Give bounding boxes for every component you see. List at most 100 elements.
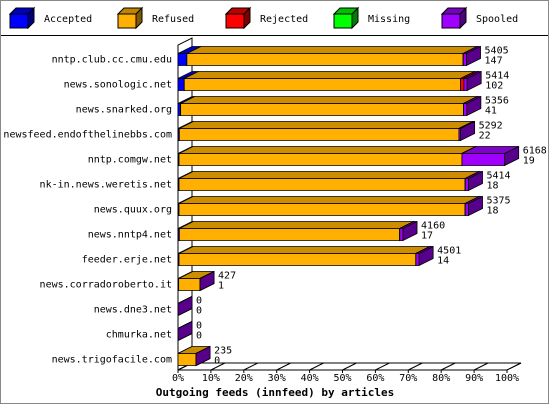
value-label: 1	[218, 281, 224, 292]
bar-front	[463, 103, 468, 116]
bar-segment	[178, 120, 474, 142]
bar-segment	[399, 220, 418, 242]
bar-segment	[463, 70, 482, 92]
value-label: 19	[523, 156, 535, 167]
legend-label: Missing	[368, 14, 410, 25]
y-tick-label: news.quux.org	[94, 205, 172, 216]
bar-top	[178, 246, 431, 254]
y-tick-label: news.sonologic.net	[64, 80, 172, 91]
legend-label: Spooled	[476, 14, 518, 25]
x-tick-label: 10%	[202, 373, 220, 384]
x-tick	[473, 362, 489, 371]
chart-title: Outgoing feeds (innfeed) by articles	[156, 386, 394, 399]
value-label: 0	[196, 321, 202, 332]
legend-swatch	[9, 13, 29, 29]
bar-front	[415, 253, 420, 266]
y-tick-label: news.dne3.net	[94, 305, 172, 316]
x-tick-label: 90%	[465, 373, 483, 384]
bar-top	[179, 121, 474, 129]
bar-segment	[195, 345, 211, 367]
x-tick	[408, 362, 423, 371]
x-tick-label: 30%	[268, 373, 286, 384]
bar-segment	[464, 170, 483, 192]
x-tick-label: 40%	[301, 373, 319, 384]
bar-front	[178, 253, 417, 266]
x-tick	[440, 362, 456, 371]
value-label: 5414	[487, 171, 511, 182]
legend-label: Rejected	[260, 14, 308, 25]
bar-front	[178, 278, 201, 291]
value-label: 41	[485, 106, 497, 117]
bar-top	[178, 196, 480, 204]
bar-segment	[458, 120, 476, 142]
value-label: 5405	[485, 46, 509, 57]
bar-segment	[199, 270, 215, 292]
bar-side	[468, 170, 483, 192]
y-tick-label: nk-in.news.weretis.net	[40, 180, 172, 191]
legend-item: Spooled	[440, 6, 518, 30]
value-label: 102	[485, 81, 503, 92]
legend-swatch	[333, 13, 353, 29]
legend-swatch-side	[243, 6, 251, 30]
bar-top	[184, 71, 475, 79]
x-tick	[243, 362, 259, 371]
x-tick-label: 0%	[172, 373, 184, 384]
bar-segment	[415, 245, 434, 267]
bar-segment	[178, 245, 431, 267]
x-tick-label: 70%	[399, 373, 417, 384]
x-tick-label: 60%	[366, 373, 384, 384]
bar-segment	[177, 295, 193, 317]
bar-front	[178, 203, 466, 216]
bar-segment	[178, 170, 480, 192]
bar-front	[463, 78, 468, 91]
bar-segment	[183, 70, 476, 92]
legend-label: Accepted	[44, 14, 92, 25]
legend-item: Rejected	[224, 6, 308, 30]
value-label: 0	[196, 296, 202, 307]
value-label: 0	[196, 331, 202, 342]
bar-segment	[462, 45, 481, 67]
bar-front	[178, 228, 401, 241]
bar-segment	[177, 320, 193, 342]
bar-side	[466, 70, 482, 92]
y-tick-label: news.trigofacile.com	[52, 355, 172, 366]
bar-top	[180, 96, 478, 104]
bar-side	[177, 320, 193, 342]
bar-front	[177, 53, 188, 66]
bar-segment	[463, 95, 482, 117]
legend-swatch-side	[27, 6, 35, 30]
bar-front	[460, 78, 465, 91]
bar-side	[460, 120, 476, 142]
bar-front	[177, 78, 185, 91]
legend-swatch-side	[459, 6, 467, 30]
bar-side	[466, 45, 481, 67]
bar-top	[179, 221, 414, 229]
bar-front	[177, 353, 197, 366]
legend-swatch-side	[351, 6, 359, 30]
x-tick-label: 50%	[333, 373, 351, 384]
x-tick-label: 100%	[495, 373, 519, 384]
value-label: 427	[218, 271, 236, 282]
bar-side	[402, 220, 418, 242]
bar-side	[466, 95, 482, 117]
value-label: 0	[196, 306, 202, 317]
legend-item: Missing	[332, 6, 410, 30]
bar-side	[199, 270, 215, 292]
x-tick-label: 80%	[432, 373, 450, 384]
bar-front	[186, 53, 464, 66]
bar-front	[462, 53, 467, 66]
y-tick-label: news.corradoroberto.it	[40, 280, 172, 291]
value-label: 14	[437, 256, 449, 267]
bar-front	[461, 153, 506, 166]
bar-segment	[186, 45, 478, 67]
bar-segment	[180, 95, 478, 117]
value-label: 0	[214, 356, 220, 367]
value-label: 5375	[487, 196, 511, 207]
bar-top	[178, 146, 477, 154]
y-tick-label: news.snarked.org	[76, 105, 172, 116]
bar-front	[464, 178, 469, 191]
legend-swatch	[117, 13, 137, 29]
legend-item: Refused	[116, 6, 194, 30]
value-label: 147	[485, 56, 503, 67]
